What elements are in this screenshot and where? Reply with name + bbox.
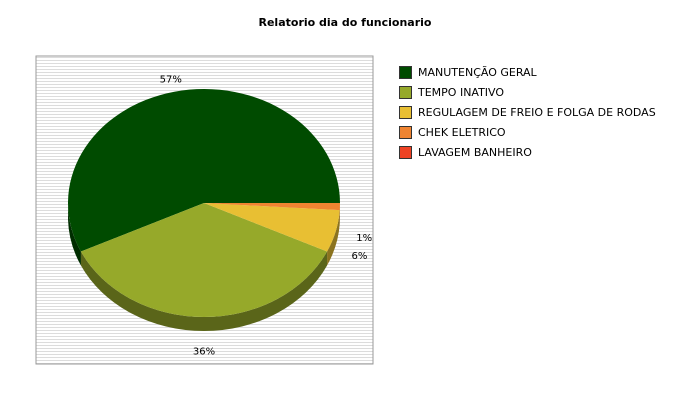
legend-label: TEMPO INATIVO — [418, 85, 505, 99]
slice-percent-label: 36% — [193, 347, 215, 358]
pie-slice-regulagem-de-freio-e-folga-de-rodas — [204, 203, 340, 252]
legend-label: LAVAGEM BANHEIRO — [418, 145, 532, 159]
pie-slice-tempo-inativo — [80, 203, 328, 317]
legend-swatch — [399, 145, 412, 159]
pie-depth-regulagem-de-freio-e-folga-de-rodas — [327, 210, 340, 266]
pie-slice-manuten-o-geral — [67, 88, 341, 252]
legend-label: REGULAGEM DE FREIO E FOLGA DE RODAS — [418, 105, 656, 119]
slice-percent-label: 6% — [352, 251, 368, 262]
legend-item: MANUTENÇÃO GERAL — [399, 62, 656, 82]
pie-depth-tempo-inativo — [80, 251, 328, 332]
legend-item: REGULAGEM DE FREIO E FOLGA DE RODAS — [399, 102, 656, 122]
legend-label: CHEK ELETRICO — [418, 125, 506, 139]
slice-percent-label: 57% — [160, 74, 182, 85]
slice-percent-label: 1% — [356, 233, 372, 244]
legend-item: LAVAGEM BANHEIRO — [399, 142, 656, 162]
legend-swatch — [399, 105, 412, 119]
legend-label: MANUTENÇÃO GERAL — [418, 65, 537, 79]
legend-swatch — [399, 65, 412, 79]
legend-swatch — [399, 125, 412, 139]
chart-title: Relatorio dia do funcionario — [258, 16, 432, 29]
legend: MANUTENÇÃO GERAL TEMPO INATIVO REGULAGEM D… — [399, 62, 656, 162]
pie-depth-manuten-o-geral — [68, 205, 81, 266]
legend-item: CHEK ELETRICO — [399, 122, 656, 142]
legend-swatch — [399, 85, 412, 99]
pie-slice-chek-eletrico — [204, 203, 340, 211]
legend-item: TEMPO INATIVO — [399, 82, 656, 102]
